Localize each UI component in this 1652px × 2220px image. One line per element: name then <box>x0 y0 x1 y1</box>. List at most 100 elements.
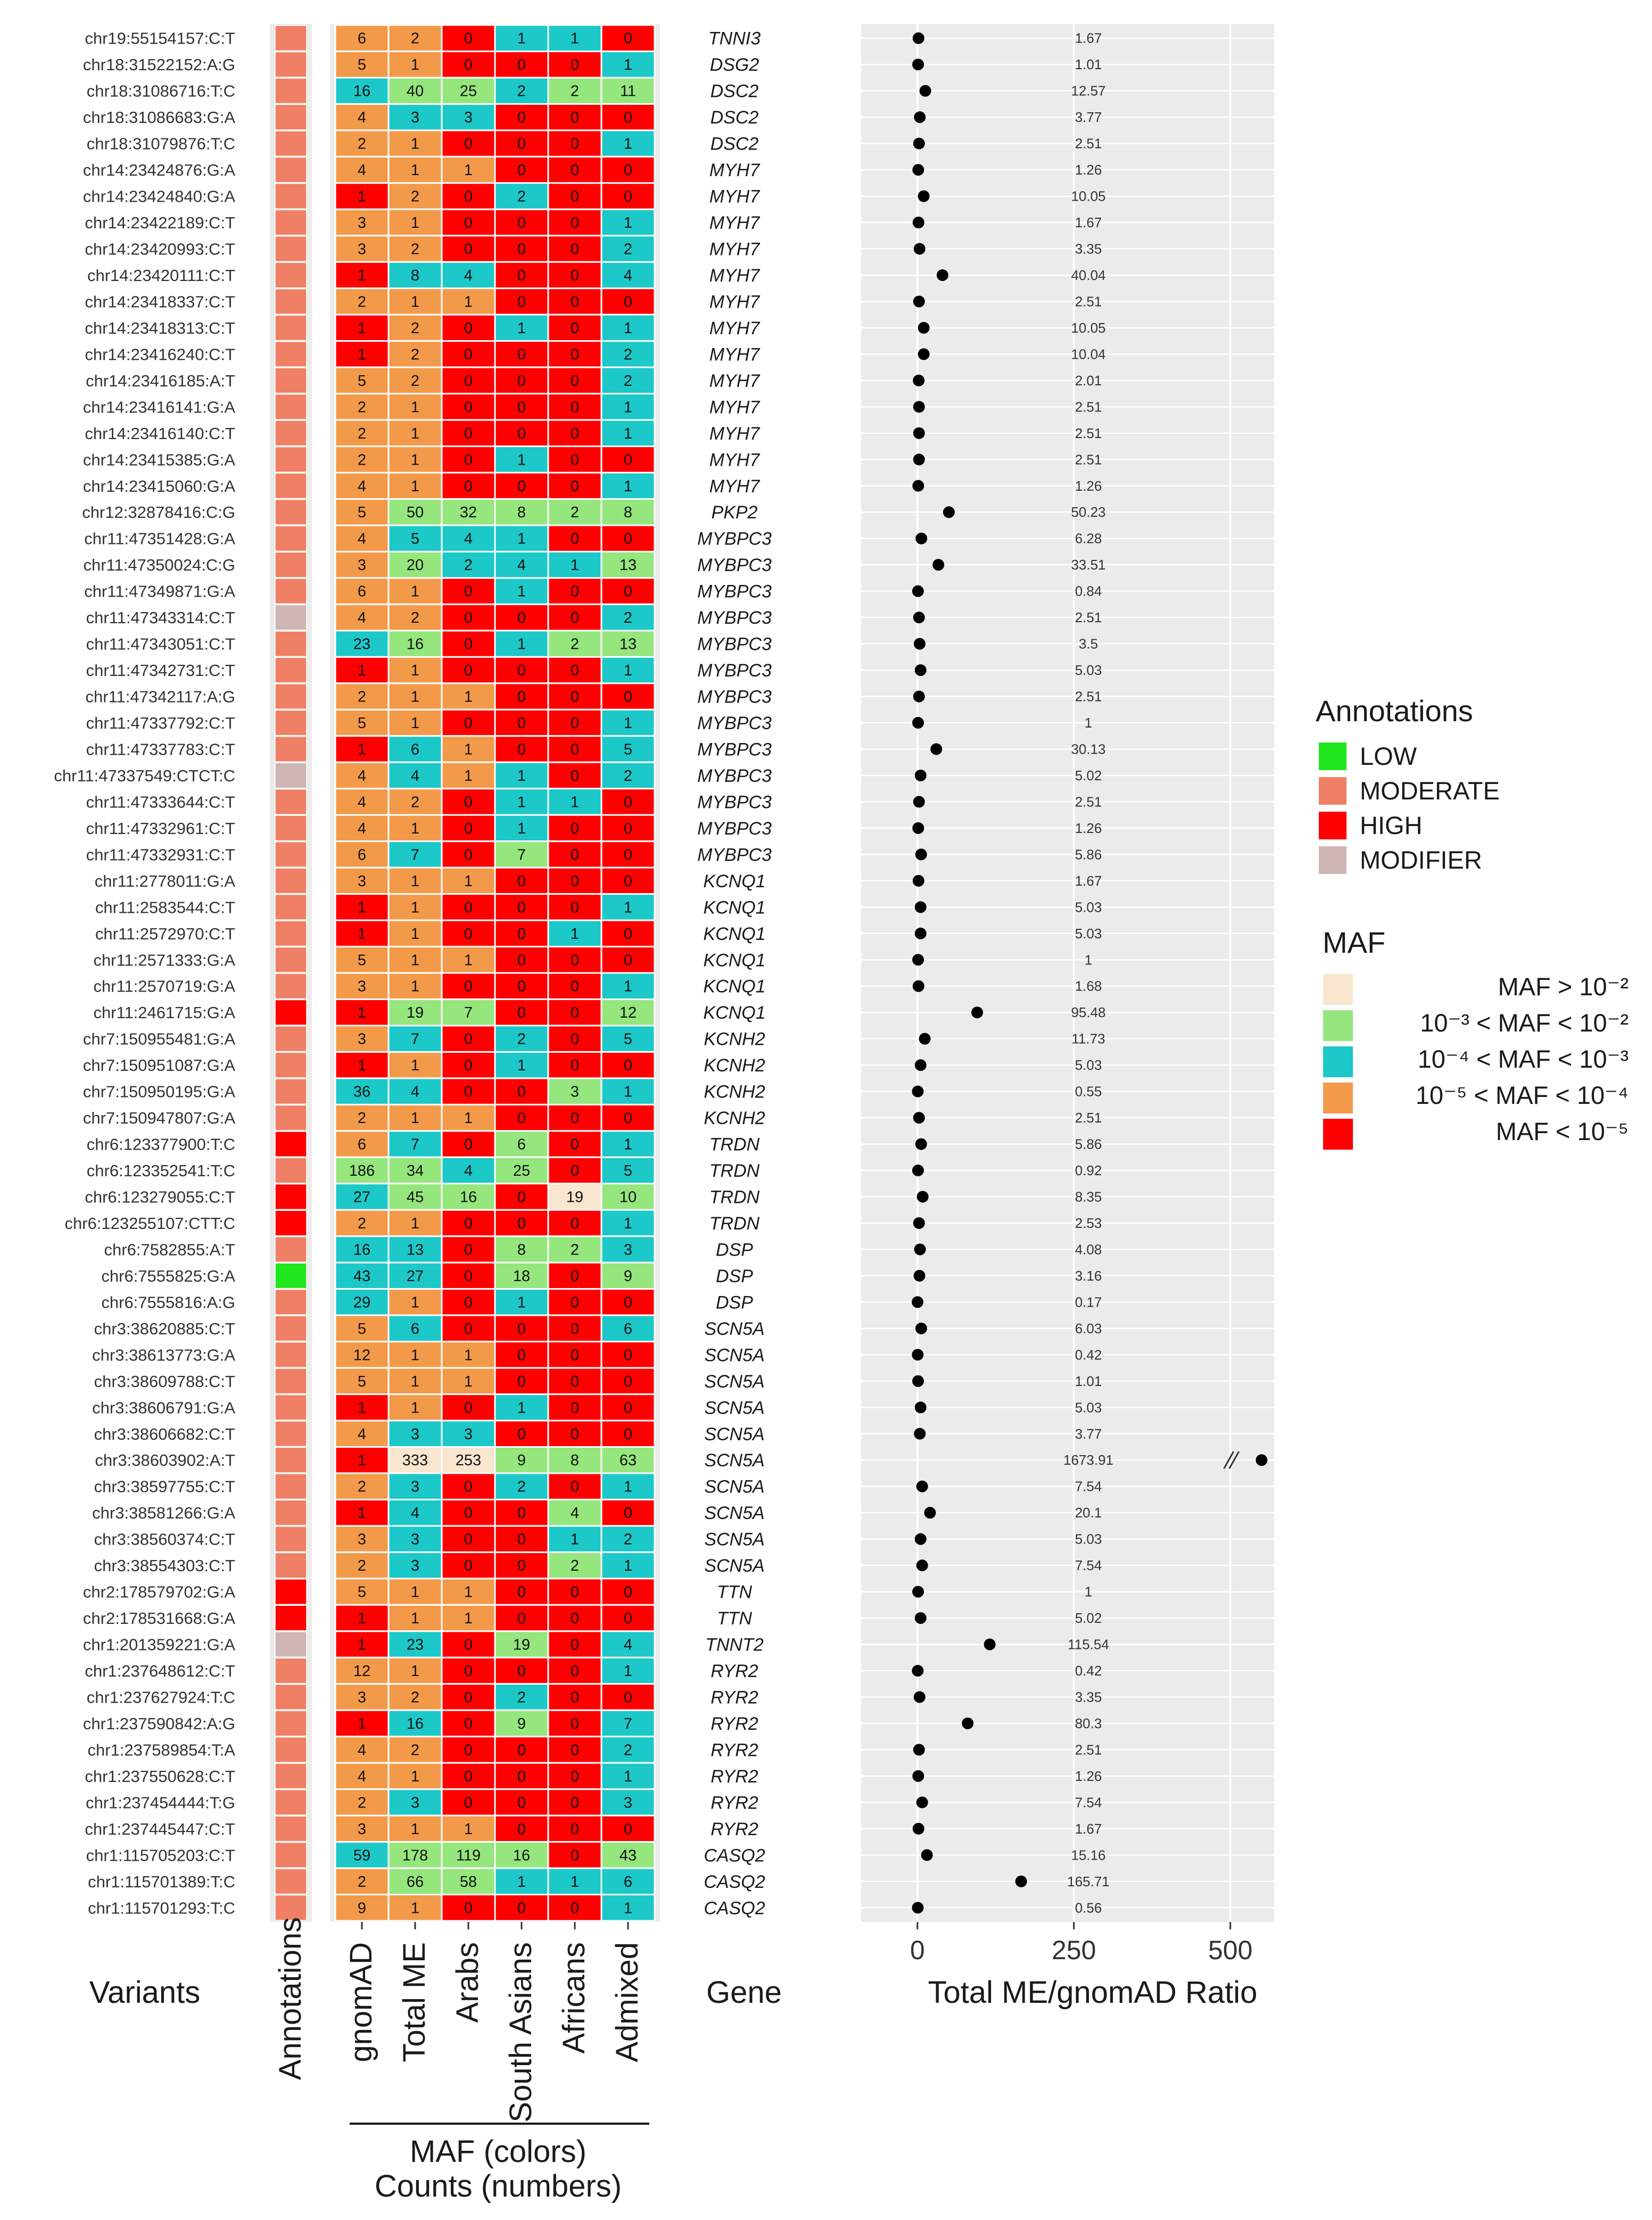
annotation-legend-swatch <box>1319 812 1347 839</box>
count-label: 0 <box>517 1821 526 1838</box>
count-label: 16 <box>353 83 370 100</box>
maf-cell <box>334 1841 390 1869</box>
count-label: 13 <box>620 557 637 574</box>
gene-label: MYH7 <box>709 318 761 339</box>
ratio-label: 5.86 <box>1075 1136 1102 1152</box>
count-label: 8 <box>624 504 632 521</box>
ratio-dot <box>913 427 925 439</box>
variant-row: chr14:23418337:C:T 2 1 1 0 0 0 MYH7 2.51 <box>85 287 1274 316</box>
variant-row: chr3:38609788:C:T 5 1 1 0 0 0 SCN5A 1.01 <box>94 1367 1274 1396</box>
variant-row: chr14:23415060:G:A 4 1 0 0 0 1 MYH7 1.26 <box>83 472 1274 500</box>
ratio-dot <box>971 1006 984 1019</box>
variant-row: chr7:150947807:G:A 2 1 1 0 0 0 KCNH2 2.51 <box>83 1103 1274 1132</box>
count-label: 1 <box>464 1610 473 1627</box>
variant-row: chr14:23420111:C:T 1 8 4 0 0 4 MYH7 40.04 <box>87 261 1274 290</box>
maf-caption-line1: MAF (colors) <box>410 2134 587 2169</box>
gene-label: SCN5A <box>704 1372 764 1392</box>
gene-label: TRDN <box>709 1161 760 1181</box>
maf-cell <box>387 1420 443 1448</box>
maf-cell <box>441 419 496 448</box>
count-label: 9 <box>517 1715 526 1732</box>
ratio-label: 0.42 <box>1075 1347 1102 1363</box>
count-label: 2 <box>358 1215 366 1232</box>
maf-cell <box>441 1288 496 1316</box>
count-label: 5 <box>358 715 366 732</box>
count-label: 1 <box>624 1900 632 1917</box>
maf-cell <box>600 1578 656 1606</box>
count-label: 0 <box>571 1479 579 1496</box>
maf-cell <box>494 656 549 684</box>
annotation-cell <box>275 631 307 657</box>
maf-cell <box>600 1130 656 1158</box>
count-label: 36 <box>353 1084 370 1101</box>
maf-cell <box>494 1446 549 1474</box>
maf-cell <box>387 1894 443 1922</box>
variant-label: chr14:23416185:A:T <box>86 372 235 390</box>
count-label: 186 <box>349 1162 375 1179</box>
count-label: 0 <box>464 1900 473 1917</box>
ratio-label: 1.26 <box>1075 1768 1102 1784</box>
ratio-dot <box>912 954 924 966</box>
variant-label: chr14:23422189:C:T <box>85 213 235 232</box>
ratio-dot <box>913 1269 926 1282</box>
ratio-dot <box>913 137 925 150</box>
count-label: 0 <box>464 320 473 337</box>
maf-cell <box>334 788 390 816</box>
count-label: 0 <box>571 1031 579 1048</box>
annotation-legend-item: MODERATE <box>1319 777 1500 805</box>
maf-cell <box>334 1894 390 1922</box>
variant-label: chr14:23418337:C:T <box>85 292 235 311</box>
annotation-cell <box>275 1552 307 1579</box>
variant-label: chr11:47342731:C:T <box>86 661 235 680</box>
count-label: 0 <box>517 109 526 126</box>
count-label: 4 <box>358 109 366 126</box>
count-label: 0 <box>571 1821 579 1838</box>
variant-row: chr6:123255107:CTT:C 2 1 0 0 0 1 TRDN 2.53 <box>64 1209 1274 1237</box>
variant-row: chr14:23416240:C:T 1 2 0 0 0 2 MYH7 10.04 <box>85 340 1274 368</box>
variant-row: chr3:38554303:C:T 2 3 0 0 2 1 SCN5A 7.54 <box>94 1551 1274 1580</box>
ratio-label: 30.13 <box>1071 741 1105 757</box>
count-label: 2 <box>358 1110 366 1127</box>
count-label: 5 <box>358 1584 366 1601</box>
variant-label: chr14:23415060:G:A <box>83 477 235 496</box>
ratio-label: 5.86 <box>1075 846 1102 862</box>
ratio-label: 7.54 <box>1075 1479 1102 1495</box>
count-label: 0 <box>464 399 473 416</box>
variant-label: chr3:38606682:C:T <box>94 1425 235 1443</box>
maf-cell <box>494 366 549 395</box>
maf-cell <box>600 998 656 1027</box>
axis-break-mark <box>1228 1451 1240 1469</box>
ratio-label: 1.01 <box>1075 56 1102 72</box>
ratio-dot <box>916 1559 928 1572</box>
count-label: 0 <box>464 56 473 73</box>
variant-label: chr14:23418313:C:T <box>85 319 235 337</box>
gene-label: MYBPC3 <box>697 766 772 786</box>
maf-legend-item: MAF < 10⁻⁵ <box>1323 1117 1629 1150</box>
count-label: 3 <box>358 1689 366 1706</box>
maf-caption-line2: Counts (numbers) <box>375 2169 622 2204</box>
maf-cell <box>600 1709 656 1738</box>
ratio-dot <box>913 796 925 808</box>
count-label: 0 <box>624 952 632 969</box>
gene-label: TNNI3 <box>708 29 761 49</box>
maf-cell <box>494 1103 549 1132</box>
count-label: 0 <box>571 741 579 758</box>
variant-label: chr3:38603902:A:T <box>95 1451 235 1470</box>
chart-rows: chr19:55154157:C:T 6 2 0 1 1 0 TNNI3 1.67chr18:3… <box>54 24 1274 1922</box>
ratio-dot <box>914 1533 927 1545</box>
count-label: 5 <box>358 952 366 969</box>
count-label: 1 <box>358 1610 366 1627</box>
annotation-legend-swatch <box>1319 846 1347 874</box>
annotation-cell <box>275 1631 307 1658</box>
count-label: 3 <box>464 109 473 126</box>
maf-cell <box>387 1314 443 1343</box>
count-label: 0 <box>517 399 526 416</box>
ratio-label: 0.56 <box>1075 1900 1102 1916</box>
count-label: 3 <box>411 1794 419 1811</box>
variant-row: chr1:237590842:A:G 1 16 0 9 0 7 RYR2 80.3 <box>83 1709 1274 1738</box>
count-label: 1 <box>411 662 419 679</box>
gene-label: TTN <box>717 1582 753 1603</box>
variant-label: chr11:2778011:G:A <box>95 872 236 890</box>
count-label: 0 <box>464 1294 473 1311</box>
ratio-dot <box>918 321 930 334</box>
